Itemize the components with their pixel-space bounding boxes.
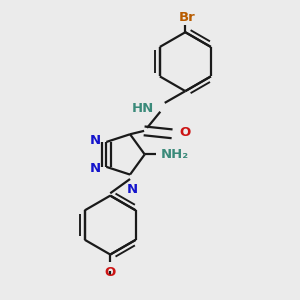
Text: N: N [90,134,101,147]
Text: O: O [179,126,191,139]
Text: NH₂: NH₂ [161,148,189,161]
Text: N: N [127,183,138,196]
Text: HN: HN [132,102,154,115]
Text: Br: Br [178,11,195,24]
Text: O: O [105,266,116,279]
Text: N: N [90,162,101,175]
